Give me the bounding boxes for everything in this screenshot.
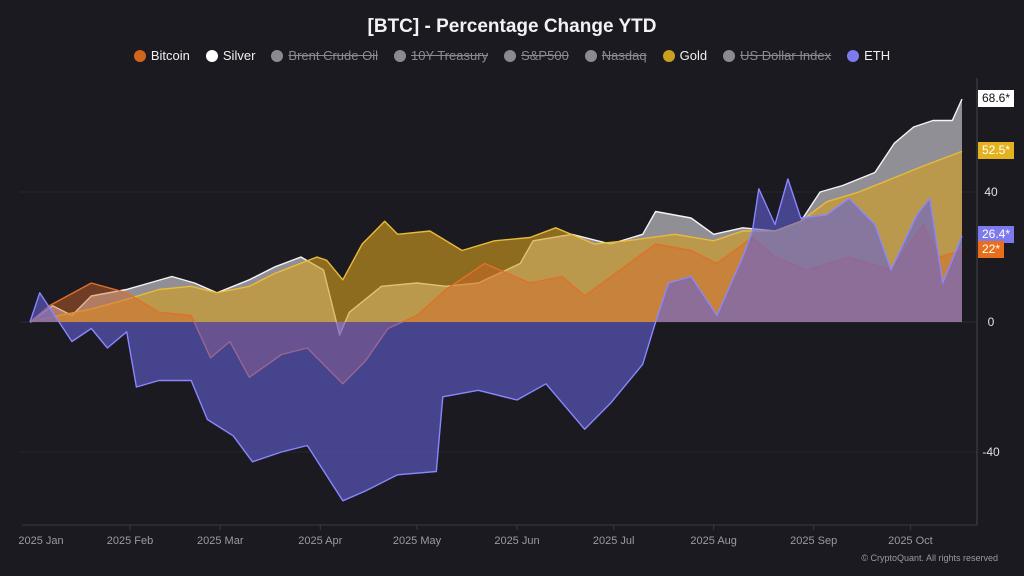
legend-dot-icon <box>847 49 860 62</box>
silver-last-value-badge: 68.6* <box>978 90 1015 107</box>
x-tick-label: 2025 Jun <box>494 535 539 547</box>
gold-last-value-badge: 52.5* <box>978 142 1015 159</box>
chart-title: [BTC] - Percentage Change YTD <box>367 16 657 37</box>
legend-item-eth[interactable]: ETH <box>847 48 890 63</box>
legend-item-gold[interactable]: Gold <box>662 48 708 63</box>
bitcoin-last-value-badge: 22* <box>978 241 1005 258</box>
legend-dot-icon <box>504 49 517 62</box>
eth-area <box>30 179 962 501</box>
legend-label: Brent Crude Oil <box>288 48 378 63</box>
x-tick-label: 2025 Jan <box>18 535 63 547</box>
legend-dot-icon <box>133 49 146 62</box>
x-tick-label: 2025 Jul <box>593 535 635 547</box>
legend-label: Gold <box>679 48 708 63</box>
legend-dot-icon <box>584 49 597 62</box>
legend-label: ETH <box>864 48 891 63</box>
legend-label: Silver <box>222 48 256 63</box>
legend-item-s-p500[interactable]: S&P500 <box>504 48 569 63</box>
y-tick-label: 0 <box>988 315 995 329</box>
legend-dot-icon <box>271 49 284 62</box>
gold-area <box>30 151 962 322</box>
eth-last-value-badge: 26.4* <box>978 226 1015 243</box>
legend-dot-icon <box>723 49 736 62</box>
legend: Bitcoin Silver Brent Crude Oil 10Y Treasury… <box>0 48 1024 63</box>
x-tick-label: 2025 Oct <box>888 535 933 547</box>
y-tick-label: -40 <box>982 445 1000 459</box>
legend-item-10y-treasury[interactable]: 10Y Treasury <box>394 48 488 63</box>
x-tick-label: 2025 Sep <box>790 535 837 547</box>
legend-item-silver[interactable]: Silver <box>205 48 256 63</box>
copyright: © CryptoQuant. All rights reserved <box>861 553 998 563</box>
legend-dot-icon <box>662 49 675 62</box>
x-tick-label: 2025 May <box>393 535 442 547</box>
eth-line <box>29 178 963 502</box>
legend-label: S&P500 <box>521 48 569 63</box>
legend-dot-icon <box>205 49 218 62</box>
x-tick-label: 2025 Mar <box>197 535 244 547</box>
y-tick-label: 40 <box>984 185 998 199</box>
legend-label: Bitcoin <box>150 48 190 63</box>
legend-label: US Dollar Index <box>740 48 832 63</box>
legend-label: Nasdaq <box>601 48 647 63</box>
legend-label: 10Y Treasury <box>411 48 489 63</box>
legend-item-brent-crude-oil[interactable]: Brent Crude Oil <box>271 48 378 63</box>
x-tick-label: 2025 Aug <box>690 535 737 547</box>
legend-item-nasdaq[interactable]: Nasdaq <box>584 48 647 63</box>
legend-dot-icon <box>394 49 406 62</box>
x-tick-label: 2025 Feb <box>107 535 153 547</box>
x-tick-label: 2025 Apr <box>298 535 342 547</box>
legend-item-bitcoin[interactable]: Bitcoin <box>133 48 190 63</box>
legend-item-us-dollar-index[interactable]: US Dollar Index <box>723 48 831 63</box>
